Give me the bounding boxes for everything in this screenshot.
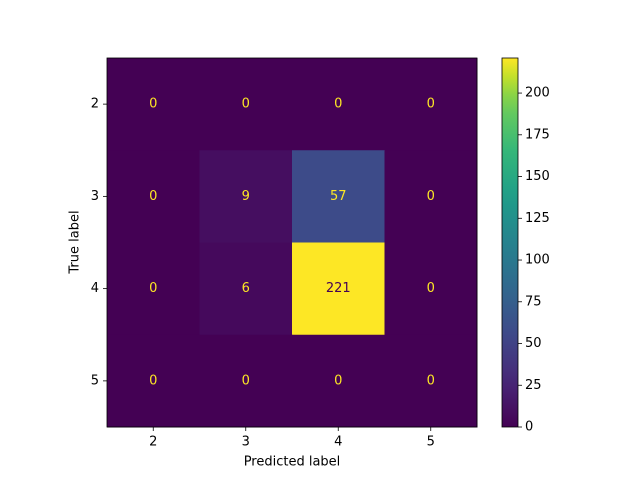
cell-label: 0: [334, 373, 342, 388]
colorbar-tick-label: 75: [525, 294, 542, 309]
cell: [107, 242, 200, 336]
x-tick-label: 5: [427, 435, 435, 450]
x-tick-label: 4: [334, 435, 342, 450]
cell-label: 0: [427, 97, 435, 112]
cell-label: 6: [242, 281, 250, 296]
cell: [199, 334, 293, 428]
cell-label: 9: [242, 189, 250, 204]
cell-label: 0: [242, 373, 250, 388]
cell-label: 0: [149, 373, 157, 388]
y-tick-label: 5: [91, 373, 99, 388]
y-tick-label: 4: [91, 281, 99, 296]
plot-frame: [106, 57, 478, 428]
cell: [107, 150, 200, 243]
colorbar-tick-label: 100: [525, 253, 550, 268]
colorbar-tick-label: 200: [525, 86, 550, 101]
cell-label: 0: [427, 189, 435, 204]
cell-label: 221: [326, 281, 351, 296]
cell: [384, 334, 478, 428]
cell: [107, 334, 200, 428]
cell: [107, 58, 200, 151]
cell: [292, 334, 385, 428]
cell-label: 0: [334, 97, 342, 112]
cell-label: 0: [427, 281, 435, 296]
cell-label: 0: [242, 97, 250, 112]
cell: [292, 242, 385, 336]
x-axis-label: Predicted label: [244, 455, 341, 470]
cell: [384, 150, 478, 243]
cell-label: 0: [149, 189, 157, 204]
colorbar-tick-label: 150: [525, 169, 550, 184]
cell-label: 57: [330, 189, 347, 204]
cell: [292, 58, 385, 151]
colorbar-tick-label: 50: [525, 336, 542, 351]
cell: [384, 242, 478, 336]
cell-label: 0: [149, 281, 157, 296]
cell: [292, 150, 385, 243]
cell-label: 0: [427, 373, 435, 388]
cell: [199, 58, 293, 151]
colorbar-tick-label: 125: [525, 211, 550, 226]
colorbar-tick-label: 175: [525, 127, 550, 142]
y-tick-label: 2: [91, 97, 99, 112]
y-axis-label: True label: [68, 210, 83, 274]
cell: [199, 150, 293, 243]
y-tick-label: 3: [91, 189, 99, 204]
cell: [384, 58, 478, 151]
colorbar-tick-label: 0: [525, 420, 533, 435]
x-tick-label: 2: [149, 435, 157, 450]
x-tick-label: 3: [242, 435, 250, 450]
cell: [199, 242, 293, 336]
colorbar: [501, 57, 519, 428]
colorbar-tick-label: 25: [525, 378, 542, 393]
cell-label: 0: [149, 97, 157, 112]
